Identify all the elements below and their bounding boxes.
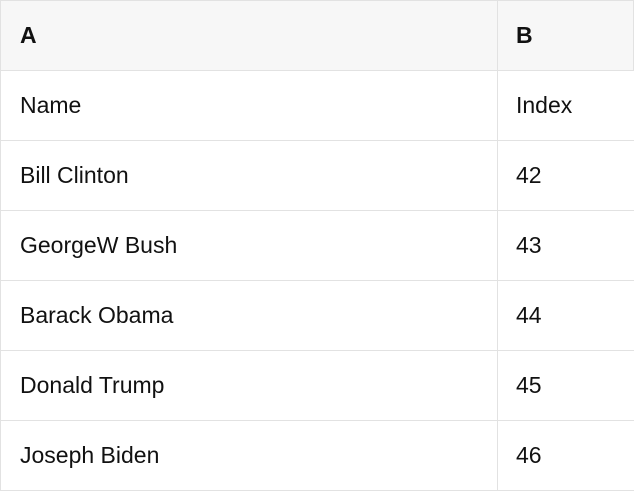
cell-value: 46 xyxy=(516,442,542,468)
column-header-b-label: B xyxy=(516,22,533,48)
table-row: GeorgeW Bush 43 xyxy=(1,211,634,281)
cell-value: Joseph Biden xyxy=(20,442,160,468)
cell-value: GeorgeW Bush xyxy=(20,232,178,258)
table-row: Donald Trump 45 xyxy=(1,351,634,421)
cell-value: Donald Trump xyxy=(20,372,165,398)
table-row: Barack Obama 44 xyxy=(1,281,634,351)
table-row: Name Index xyxy=(1,71,634,141)
cell-b6[interactable]: 46 xyxy=(497,421,634,490)
cell-b2[interactable]: 42 xyxy=(497,141,634,210)
cell-a4[interactable]: Barack Obama xyxy=(1,281,497,350)
cell-a2[interactable]: Bill Clinton xyxy=(1,141,497,210)
table-row: Bill Clinton 42 xyxy=(1,141,634,211)
cell-value: 42 xyxy=(516,162,542,188)
cell-value: 44 xyxy=(516,302,542,328)
cell-b5[interactable]: 45 xyxy=(497,351,634,420)
cell-value: Name xyxy=(20,92,82,118)
cell-value: Barack Obama xyxy=(20,302,174,328)
cell-value: Bill Clinton xyxy=(20,162,129,188)
cell-value: 43 xyxy=(516,232,542,258)
column-header-row: A B xyxy=(1,1,634,71)
table-row: Joseph Biden 46 xyxy=(1,421,634,491)
column-header-a[interactable]: A xyxy=(1,1,497,70)
cell-value: 45 xyxy=(516,372,542,398)
cell-a5[interactable]: Donald Trump xyxy=(1,351,497,420)
cell-a3[interactable]: GeorgeW Bush xyxy=(1,211,497,280)
cell-b3[interactable]: 43 xyxy=(497,211,634,280)
column-header-b[interactable]: B xyxy=(497,1,633,70)
column-header-a-label: A xyxy=(20,22,37,48)
cell-b1[interactable]: Index xyxy=(497,71,634,140)
cell-a1[interactable]: Name xyxy=(1,71,497,140)
cell-b4[interactable]: 44 xyxy=(497,281,634,350)
cell-value: Index xyxy=(516,92,573,118)
cell-a6[interactable]: Joseph Biden xyxy=(1,421,497,490)
